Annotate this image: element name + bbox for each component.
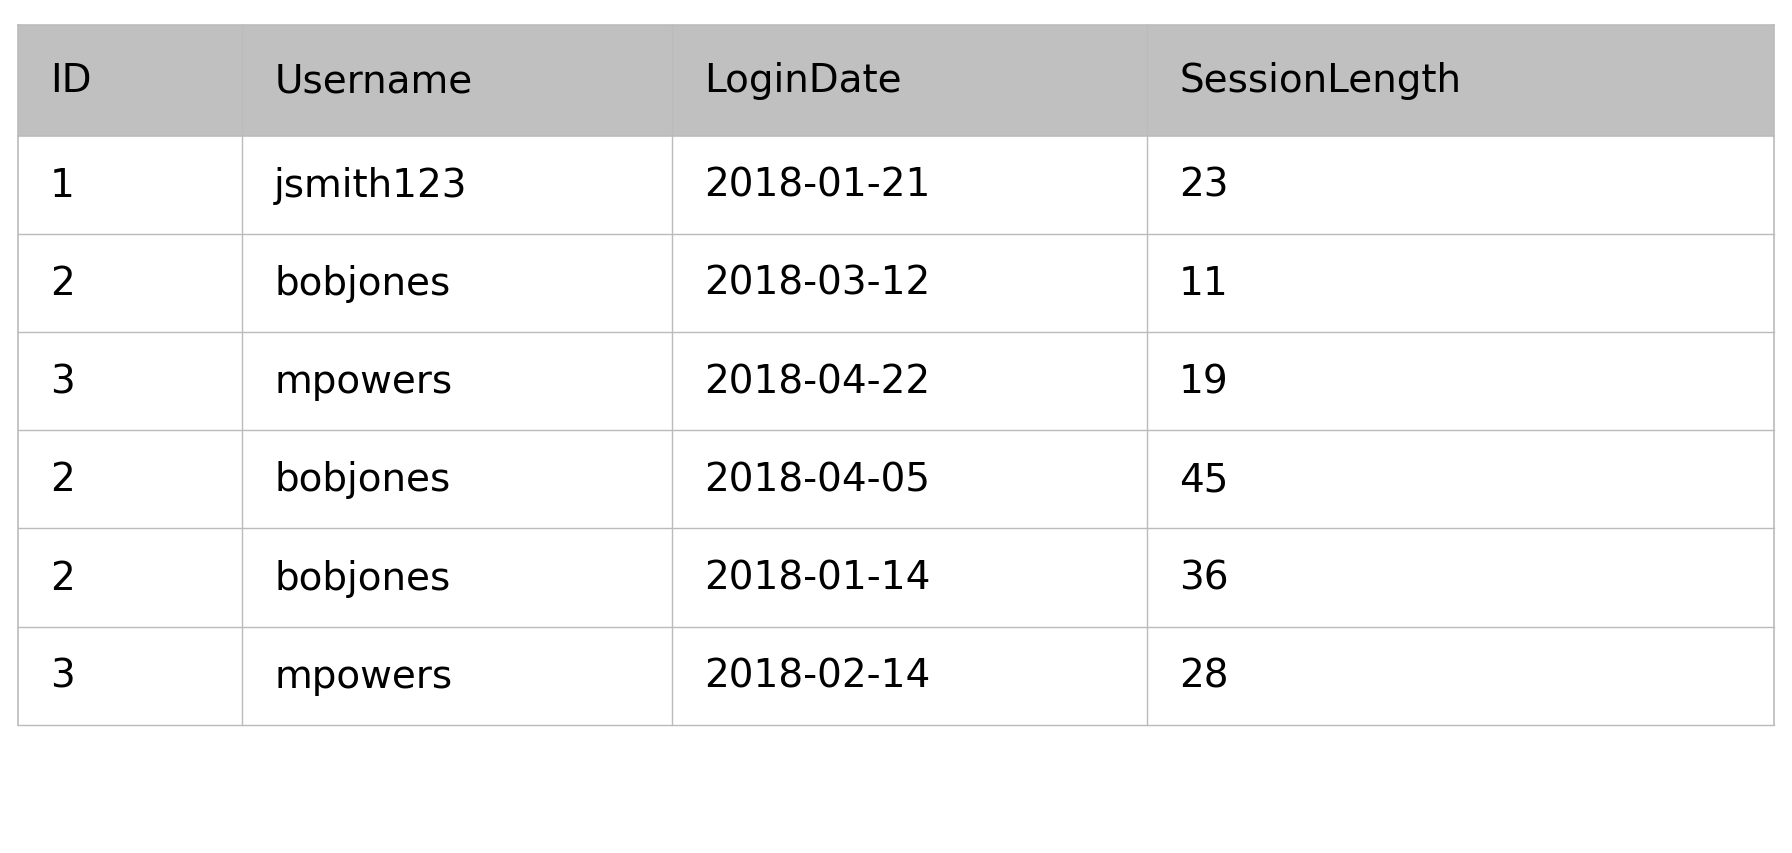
Text: 3: 3 <box>50 363 75 401</box>
Text: mpowers: mpowers <box>274 657 452 695</box>
Text: 45: 45 <box>1179 461 1229 499</box>
Bar <box>18 26 1774 136</box>
Text: mpowers: mpowers <box>274 363 452 401</box>
Text: 19: 19 <box>1179 363 1229 401</box>
Text: Username: Username <box>274 62 473 100</box>
Text: 3: 3 <box>50 657 75 695</box>
Text: 28: 28 <box>1179 657 1229 695</box>
Text: jsmith123: jsmith123 <box>274 166 468 205</box>
Text: 2018-03-12: 2018-03-12 <box>704 264 930 303</box>
Text: 1: 1 <box>50 166 75 205</box>
Text: 2018-01-14: 2018-01-14 <box>704 559 930 597</box>
Text: 11: 11 <box>1179 264 1229 303</box>
Text: 2018-04-22: 2018-04-22 <box>704 363 930 401</box>
Text: 2018-04-05: 2018-04-05 <box>704 461 930 499</box>
Bar <box>18 431 1774 529</box>
Text: bobjones: bobjones <box>274 461 450 499</box>
Text: bobjones: bobjones <box>274 559 450 597</box>
Text: 23: 23 <box>1179 166 1229 205</box>
Text: 2: 2 <box>50 461 75 499</box>
Bar <box>18 136 1774 235</box>
Bar <box>18 627 1774 725</box>
Text: 2018-02-14: 2018-02-14 <box>704 657 930 695</box>
Bar <box>18 333 1774 431</box>
Bar <box>18 529 1774 627</box>
Text: bobjones: bobjones <box>274 264 450 303</box>
Text: SessionLength: SessionLength <box>1179 62 1460 100</box>
Text: LoginDate: LoginDate <box>704 62 901 100</box>
Text: 36: 36 <box>1179 559 1229 597</box>
Bar <box>18 235 1774 333</box>
Text: 2: 2 <box>50 264 75 303</box>
Text: ID: ID <box>50 62 91 100</box>
Text: 2: 2 <box>50 559 75 597</box>
Text: 2018-01-21: 2018-01-21 <box>704 166 930 205</box>
